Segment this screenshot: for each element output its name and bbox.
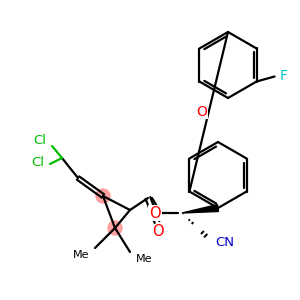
Text: O: O xyxy=(196,105,207,119)
Text: F: F xyxy=(280,70,288,83)
Text: Cl: Cl xyxy=(32,155,44,169)
Text: CN: CN xyxy=(215,236,234,250)
Text: O: O xyxy=(149,206,161,220)
Circle shape xyxy=(96,189,110,203)
Circle shape xyxy=(108,221,122,235)
Text: Me: Me xyxy=(136,254,152,264)
Text: Cl: Cl xyxy=(34,134,46,146)
Text: O: O xyxy=(152,224,164,239)
Text: Me: Me xyxy=(73,250,89,260)
Polygon shape xyxy=(182,205,218,213)
